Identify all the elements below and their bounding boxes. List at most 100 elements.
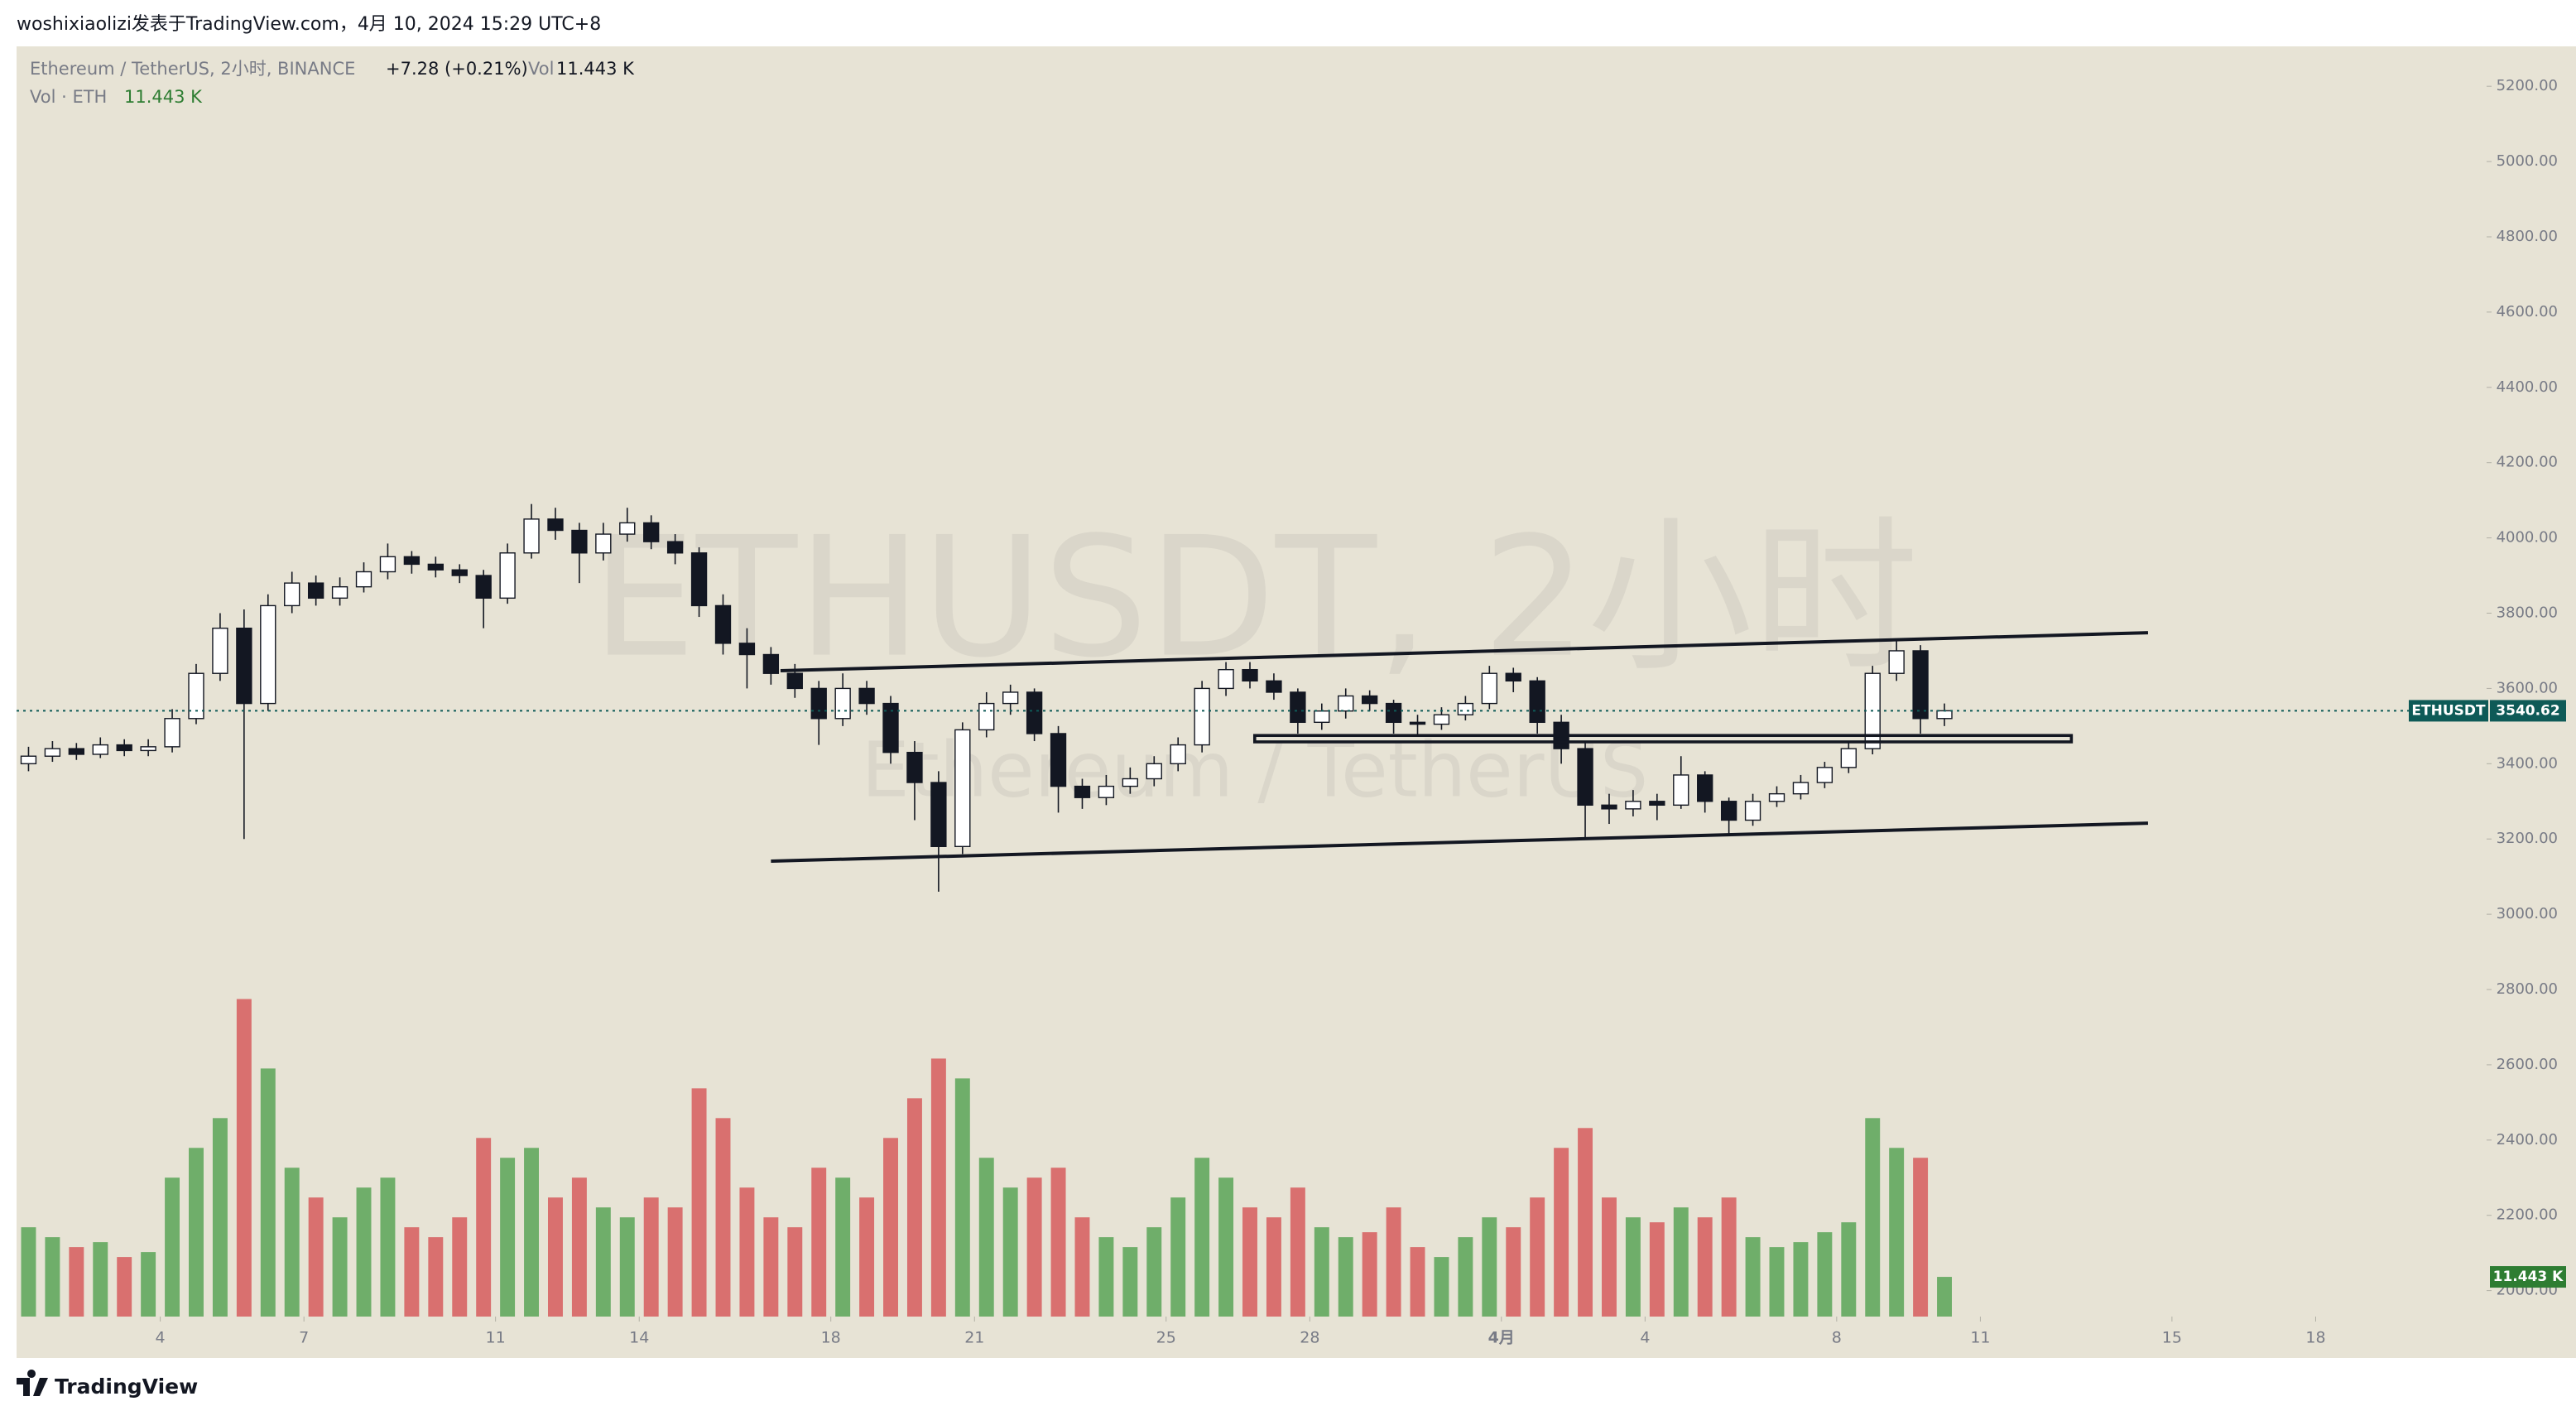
candle-body bbox=[619, 522, 636, 535]
volume-bar bbox=[45, 1237, 60, 1317]
candle-body bbox=[1098, 785, 1115, 798]
candle-body bbox=[1338, 695, 1354, 712]
candle-body bbox=[595, 533, 612, 554]
volume-bar bbox=[1482, 1217, 1497, 1317]
volume-bar bbox=[1745, 1237, 1761, 1317]
y-tick-label: 4000.00 bbox=[2497, 529, 2558, 547]
candle-body bbox=[140, 746, 156, 752]
x-tick-label: 4 bbox=[156, 1329, 166, 1347]
y-tick-label: 3000.00 bbox=[2497, 905, 2558, 922]
volume-bar bbox=[548, 1197, 563, 1317]
candle-body bbox=[20, 755, 37, 765]
candle-body bbox=[1290, 691, 1306, 724]
volume-bar bbox=[260, 1068, 276, 1317]
x-tick-label: 11 bbox=[1970, 1329, 1990, 1347]
volume-bar bbox=[883, 1138, 898, 1317]
candle-body bbox=[762, 653, 780, 674]
candle-body bbox=[1888, 650, 1905, 674]
volume-bar bbox=[930, 1058, 946, 1317]
candle-body bbox=[643, 522, 660, 542]
volume-badge-label: 11.443 K bbox=[2493, 1269, 2564, 1285]
volume-bar bbox=[1314, 1227, 1329, 1317]
volume-bar bbox=[284, 1168, 300, 1317]
candle-body bbox=[1385, 702, 1402, 724]
volume-bar bbox=[1242, 1207, 1257, 1317]
x-tick-label: 18 bbox=[2305, 1329, 2325, 1347]
candle-body bbox=[1050, 733, 1067, 787]
candle-body bbox=[1433, 714, 1450, 725]
volume-bar bbox=[332, 1217, 348, 1317]
volume-bar bbox=[954, 1078, 970, 1317]
volume-bar bbox=[715, 1118, 731, 1317]
y-tick-label: 3400.00 bbox=[2497, 754, 2558, 772]
volume-bar bbox=[1913, 1158, 1929, 1317]
volume-bar bbox=[476, 1138, 492, 1317]
candle-body bbox=[427, 563, 444, 571]
candle-body bbox=[236, 627, 252, 705]
y-tick-label: 4600.00 bbox=[2497, 303, 2558, 320]
vol-series-label: Vol · ETH bbox=[30, 87, 107, 107]
volume-bar bbox=[380, 1177, 396, 1317]
volume-bar bbox=[308, 1197, 324, 1317]
candle-body bbox=[1720, 801, 1737, 821]
candle-body bbox=[1625, 801, 1641, 810]
candle-body bbox=[1146, 763, 1162, 780]
candle-body bbox=[116, 744, 132, 752]
volume-bar bbox=[1817, 1232, 1833, 1317]
symbol-label: Ethereum / TetherUS, 2小时, BINANCE bbox=[30, 59, 355, 79]
candle-body bbox=[1840, 748, 1857, 768]
candle-body bbox=[1601, 804, 1617, 810]
volume-bar bbox=[1050, 1168, 1066, 1317]
candle-body bbox=[403, 556, 421, 566]
volume-bar bbox=[189, 1148, 204, 1317]
candle-body bbox=[1792, 782, 1809, 795]
candle-body bbox=[1218, 668, 1234, 690]
y-tick-label: 5200.00 bbox=[2497, 77, 2558, 94]
candle-body bbox=[1002, 691, 1019, 705]
volume-bar bbox=[1841, 1222, 1857, 1317]
candle-body bbox=[331, 585, 348, 599]
candle-body bbox=[307, 582, 324, 599]
volume-bar bbox=[1146, 1227, 1162, 1317]
last-price-label: 3540.62 bbox=[2496, 702, 2559, 719]
candle-body bbox=[930, 782, 947, 848]
candle-body bbox=[68, 748, 84, 755]
candle-body bbox=[571, 529, 588, 554]
brand-logo bbox=[17, 1370, 48, 1396]
candle-body bbox=[451, 569, 468, 576]
candle-body bbox=[355, 571, 372, 588]
volume-bar bbox=[1673, 1207, 1689, 1317]
volume-bar bbox=[1074, 1217, 1090, 1317]
volume-badge bbox=[2490, 1266, 2566, 1288]
volume-bar bbox=[763, 1217, 779, 1317]
volume-bar bbox=[1578, 1128, 1593, 1317]
volume-bar bbox=[1026, 1177, 1042, 1317]
candle-body bbox=[212, 627, 228, 674]
volume-bar bbox=[500, 1158, 516, 1317]
volume-bar bbox=[356, 1187, 372, 1317]
y-tick-label: 3600.00 bbox=[2497, 679, 2558, 696]
candle-body bbox=[1122, 778, 1139, 787]
y-tick-label: 2800.00 bbox=[2497, 980, 2558, 998]
candle-body bbox=[475, 575, 492, 599]
volume-bar bbox=[1002, 1187, 1018, 1317]
x-tick-label: 15 bbox=[2162, 1329, 2182, 1347]
candle-body bbox=[499, 552, 516, 599]
volume-bar bbox=[236, 999, 252, 1317]
candle-body bbox=[1170, 744, 1186, 765]
volume-bar bbox=[1434, 1257, 1449, 1317]
candle-body bbox=[164, 718, 180, 748]
candle-body bbox=[1194, 687, 1210, 746]
volume-bar bbox=[1218, 1177, 1234, 1317]
volume-bar bbox=[1865, 1118, 1881, 1317]
candle-body bbox=[690, 552, 708, 607]
x-tick-label: 28 bbox=[1300, 1329, 1319, 1347]
symbol-badge-label: ETHUSDT bbox=[2411, 702, 2486, 719]
volume-bar bbox=[1769, 1247, 1785, 1317]
volume-bar bbox=[1458, 1237, 1473, 1317]
y-tick-label: 5000.00 bbox=[2497, 152, 2558, 170]
volume-bar bbox=[1889, 1148, 1905, 1317]
volume-bar bbox=[859, 1197, 875, 1317]
